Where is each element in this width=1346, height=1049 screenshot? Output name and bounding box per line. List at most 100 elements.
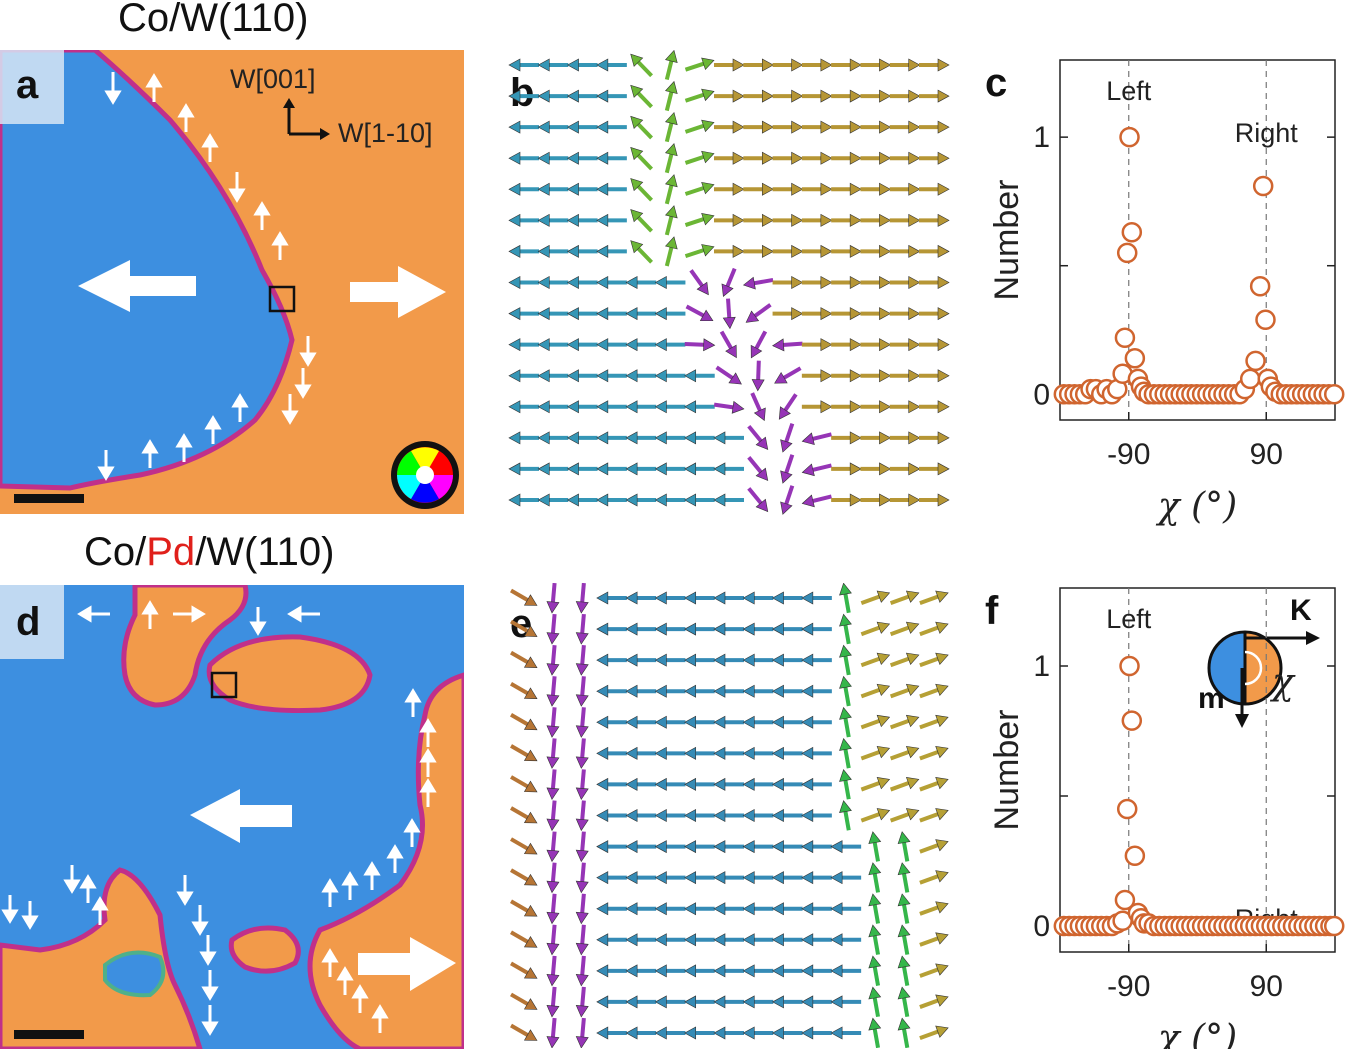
vector-arrow bbox=[780, 485, 795, 515]
vector-arrow bbox=[714, 182, 745, 196]
vector-arrow bbox=[742, 840, 774, 854]
vector-arrow bbox=[654, 808, 686, 823]
vector-arrow bbox=[596, 493, 627, 507]
vector-arrow bbox=[689, 269, 709, 296]
y-axis-label: Number bbox=[988, 710, 1026, 831]
vector-arrow bbox=[510, 868, 538, 886]
vector-arrow bbox=[596, 622, 627, 636]
vector-arrow bbox=[742, 684, 774, 698]
vector-arrow bbox=[566, 369, 598, 383]
vector-arrow bbox=[630, 146, 653, 171]
vector-arrow bbox=[831, 213, 862, 227]
vector-arrow bbox=[889, 745, 920, 761]
vector-arrow bbox=[684, 338, 716, 352]
vector-arrow bbox=[575, 707, 589, 738]
vector-arrow bbox=[510, 775, 538, 793]
crystal-axes: W[001] W[1-10] bbox=[230, 64, 433, 148]
vector-arrow bbox=[772, 120, 804, 134]
vector-arrow bbox=[596, 777, 627, 791]
vector-arrow bbox=[684, 653, 715, 667]
vector-arrow bbox=[868, 986, 882, 1018]
vector-arrow bbox=[713, 964, 744, 978]
vector-arrow bbox=[830, 840, 862, 854]
vector-arrow bbox=[654, 369, 686, 383]
vector-arrow bbox=[839, 644, 852, 676]
panel-b-vector-field: b bbox=[508, 50, 950, 515]
vector-arrow bbox=[747, 487, 769, 513]
vector-arrow bbox=[654, 902, 686, 916]
vector-arrow bbox=[630, 84, 653, 109]
vector-arrow bbox=[625, 715, 657, 729]
vector-arrow bbox=[889, 369, 921, 383]
vector-arrow bbox=[801, 871, 832, 885]
vector-arrow bbox=[860, 493, 892, 507]
vector-arrow bbox=[919, 652, 949, 668]
vector-arrow bbox=[537, 151, 569, 165]
vector-arrow bbox=[919, 808, 949, 823]
vector-arrow bbox=[537, 244, 569, 258]
vector-arrow bbox=[625, 338, 657, 352]
big-arrow-right bbox=[350, 266, 446, 318]
vector-arrow bbox=[831, 431, 862, 445]
vector-arrow bbox=[771, 964, 803, 978]
vector-arrow bbox=[771, 684, 803, 698]
vector-arrow bbox=[801, 591, 832, 605]
vector-arrow bbox=[742, 746, 774, 760]
vector-arrow bbox=[510, 837, 538, 855]
vector-arrow bbox=[889, 590, 920, 606]
data-point bbox=[1114, 327, 1136, 348]
vector-arrow bbox=[537, 338, 569, 352]
vector-arrow bbox=[566, 213, 598, 227]
vector-arrow bbox=[801, 964, 832, 978]
vector-arrow bbox=[742, 808, 774, 823]
axis-label-w001: W[001] bbox=[230, 64, 316, 94]
vector-arrow bbox=[713, 777, 744, 791]
vector-arrow bbox=[546, 613, 560, 645]
vector-arrow bbox=[625, 933, 657, 947]
inset-blue-half bbox=[1209, 632, 1245, 704]
vector-arrow bbox=[713, 746, 744, 760]
vector-arrow bbox=[537, 462, 569, 476]
vector-arrow bbox=[771, 902, 803, 916]
vector-arrow bbox=[508, 89, 539, 103]
vector-arrow bbox=[546, 986, 560, 1018]
vector-arrow bbox=[537, 58, 569, 72]
vector-arrow bbox=[625, 684, 657, 698]
vector-arrow bbox=[889, 151, 921, 165]
vector-arrow bbox=[801, 213, 833, 227]
vector-arrow bbox=[747, 456, 769, 482]
vector-arrow bbox=[596, 89, 627, 103]
vector-arrow bbox=[801, 275, 833, 290]
vector-arrow bbox=[566, 431, 598, 445]
vector-arrow bbox=[537, 369, 569, 383]
vector-arrow bbox=[889, 58, 921, 72]
vector-arrow bbox=[897, 986, 911, 1018]
inset-schematic: K m χ bbox=[1198, 594, 1320, 728]
vector-arrow bbox=[596, 307, 627, 321]
vector-arrow bbox=[684, 684, 715, 698]
vector-arrow bbox=[747, 424, 769, 450]
x-tick-label: -90 bbox=[1107, 970, 1150, 1003]
vector-arrow bbox=[684, 591, 715, 605]
vector-arrow bbox=[839, 613, 852, 645]
vector-arrow bbox=[664, 205, 678, 236]
vector-arrow bbox=[684, 369, 715, 383]
vector-arrow bbox=[684, 933, 715, 947]
vector-arrow bbox=[780, 422, 795, 453]
vector-arrow bbox=[919, 151, 950, 165]
vector-arrow bbox=[771, 715, 803, 729]
vector-arrow bbox=[654, 653, 686, 667]
vector-arrow bbox=[625, 400, 657, 414]
vector-arrow bbox=[630, 240, 653, 264]
vector-arrow bbox=[714, 244, 745, 258]
vector-arrow bbox=[575, 769, 589, 800]
vector-arrow bbox=[772, 307, 804, 321]
vector-arrow bbox=[575, 1017, 589, 1048]
vector-arrow bbox=[596, 995, 627, 1009]
vector-arrow bbox=[860, 369, 892, 383]
vector-arrow bbox=[919, 870, 949, 885]
x-axis-label: χ (°) bbox=[1155, 1018, 1237, 1049]
data-point bbox=[1116, 798, 1138, 820]
vector-arrow bbox=[801, 463, 832, 477]
